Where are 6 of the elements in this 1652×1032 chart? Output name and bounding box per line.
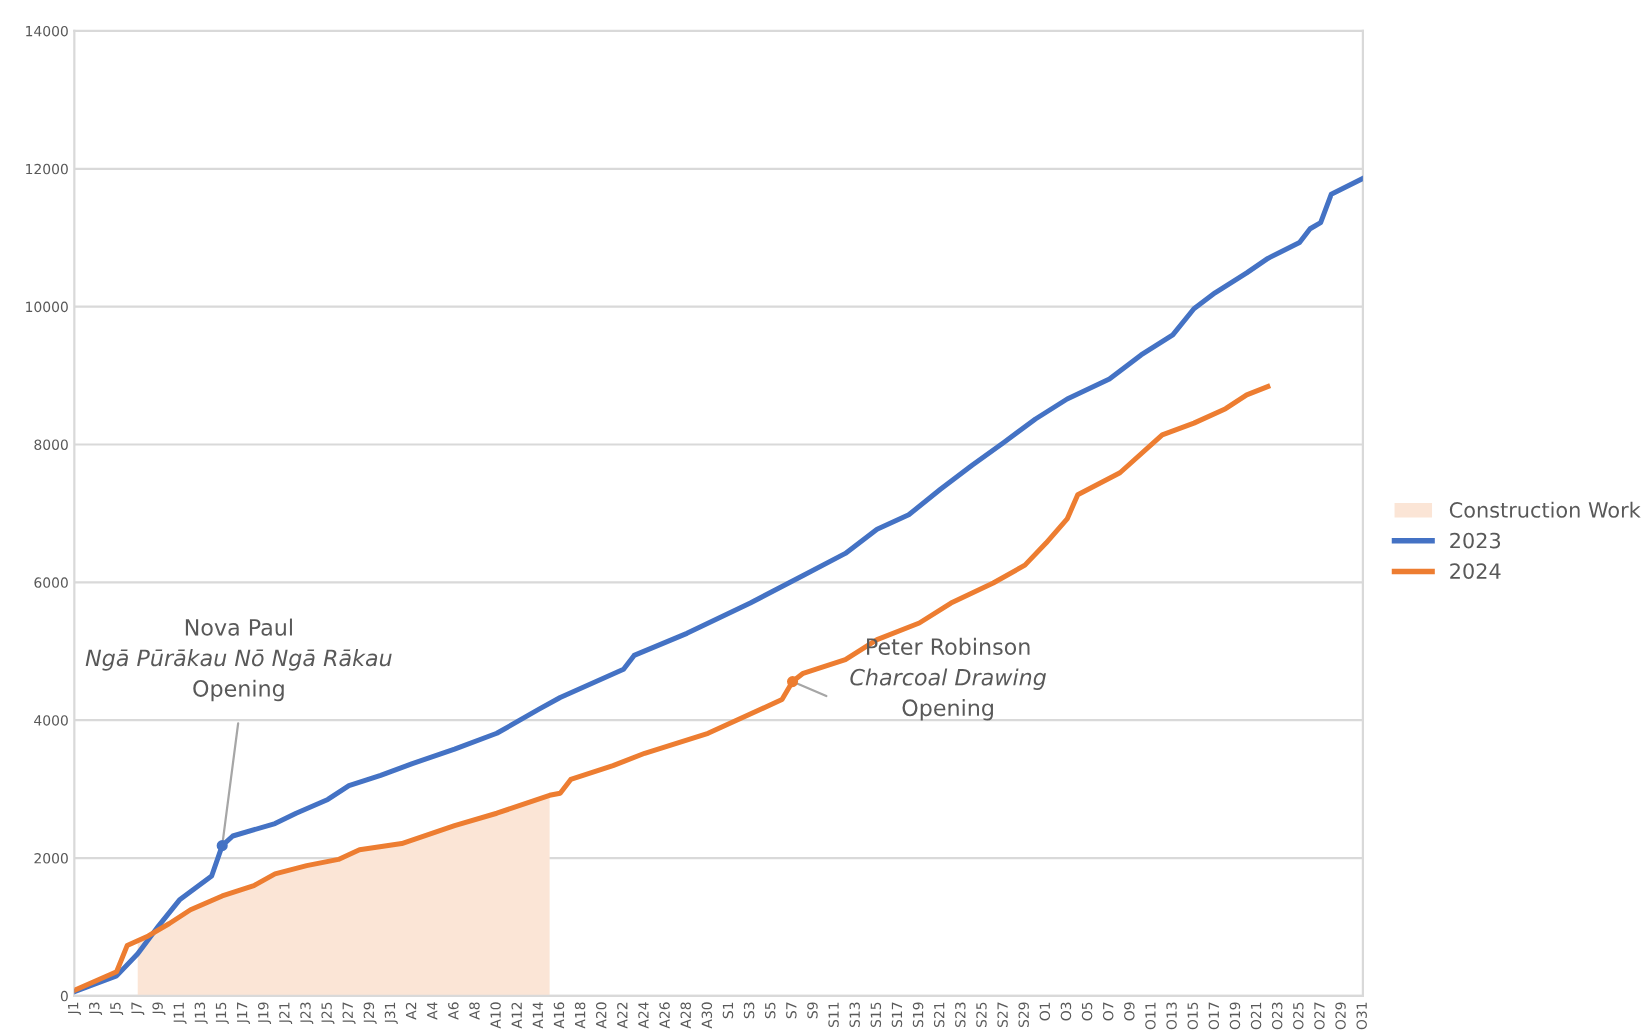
legend-label: 2024 xyxy=(1450,563,1501,579)
annotation: Peter Robinson Charcoal Drawing Opening xyxy=(850,637,1046,721)
annotation: Nova Paul Ngā Pūrākau Nō Ngā Rākau Opening xyxy=(85,618,392,702)
legend-label: Construction Work xyxy=(1449,501,1641,518)
line-series xyxy=(74,384,1271,993)
legend-label: 2023 xyxy=(1450,532,1501,549)
